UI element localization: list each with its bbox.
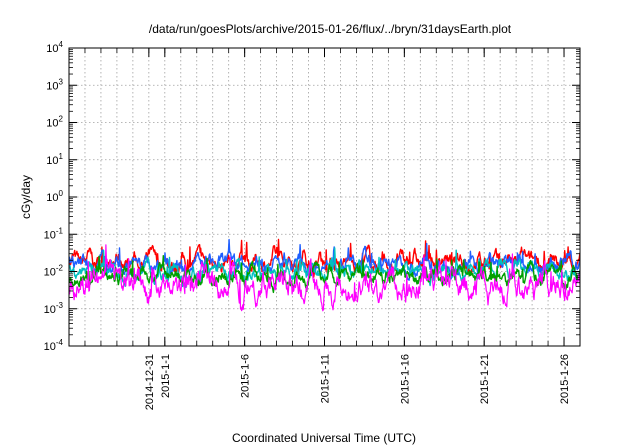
series-line xyxy=(69,238,580,278)
y-tick-label: 10-2 xyxy=(44,264,64,279)
chart-title: /data/run/goesPlots/archive/2015-01-26/f… xyxy=(149,22,512,36)
y-axis-title: cGy/day xyxy=(19,175,33,219)
y-tick-label: 100 xyxy=(46,189,63,204)
series-line xyxy=(69,244,580,312)
y-tick-label: 102 xyxy=(46,115,63,130)
y-tick-label: 101 xyxy=(46,152,63,167)
y-tick-label: 10-3 xyxy=(44,301,64,316)
x-axis-title: Coordinated Universal Time (UTC) xyxy=(232,431,416,445)
x-tick-label: 2014-12-31 xyxy=(144,354,156,410)
x-tick-label: 2015-1-6 xyxy=(240,354,252,398)
y-tick-label: 10-4 xyxy=(44,338,64,353)
y-tick-label: 10-1 xyxy=(44,226,64,241)
data-series xyxy=(69,238,580,312)
y-tick-label: 104 xyxy=(46,40,63,55)
x-tick-label: 2015-1-16 xyxy=(399,354,411,404)
y-axis-ticks: 10-4 10-3 10-2 10-1 100 101 102 103 104 xyxy=(44,40,580,353)
x-tick-label: 2015-1-1 xyxy=(160,354,172,398)
x-tick-label: 2015-1-26 xyxy=(559,354,571,404)
y-tick-label: 103 xyxy=(46,77,63,92)
x-tick-label: 2015-1-11 xyxy=(320,354,332,403)
x-tick-label: 2015-1-21 xyxy=(479,354,491,404)
x-axis-ticks: 2014-12-31 2015-1-1 2015-1-6 2015-1-11 2015-… xyxy=(68,48,581,410)
series-line xyxy=(69,238,580,281)
